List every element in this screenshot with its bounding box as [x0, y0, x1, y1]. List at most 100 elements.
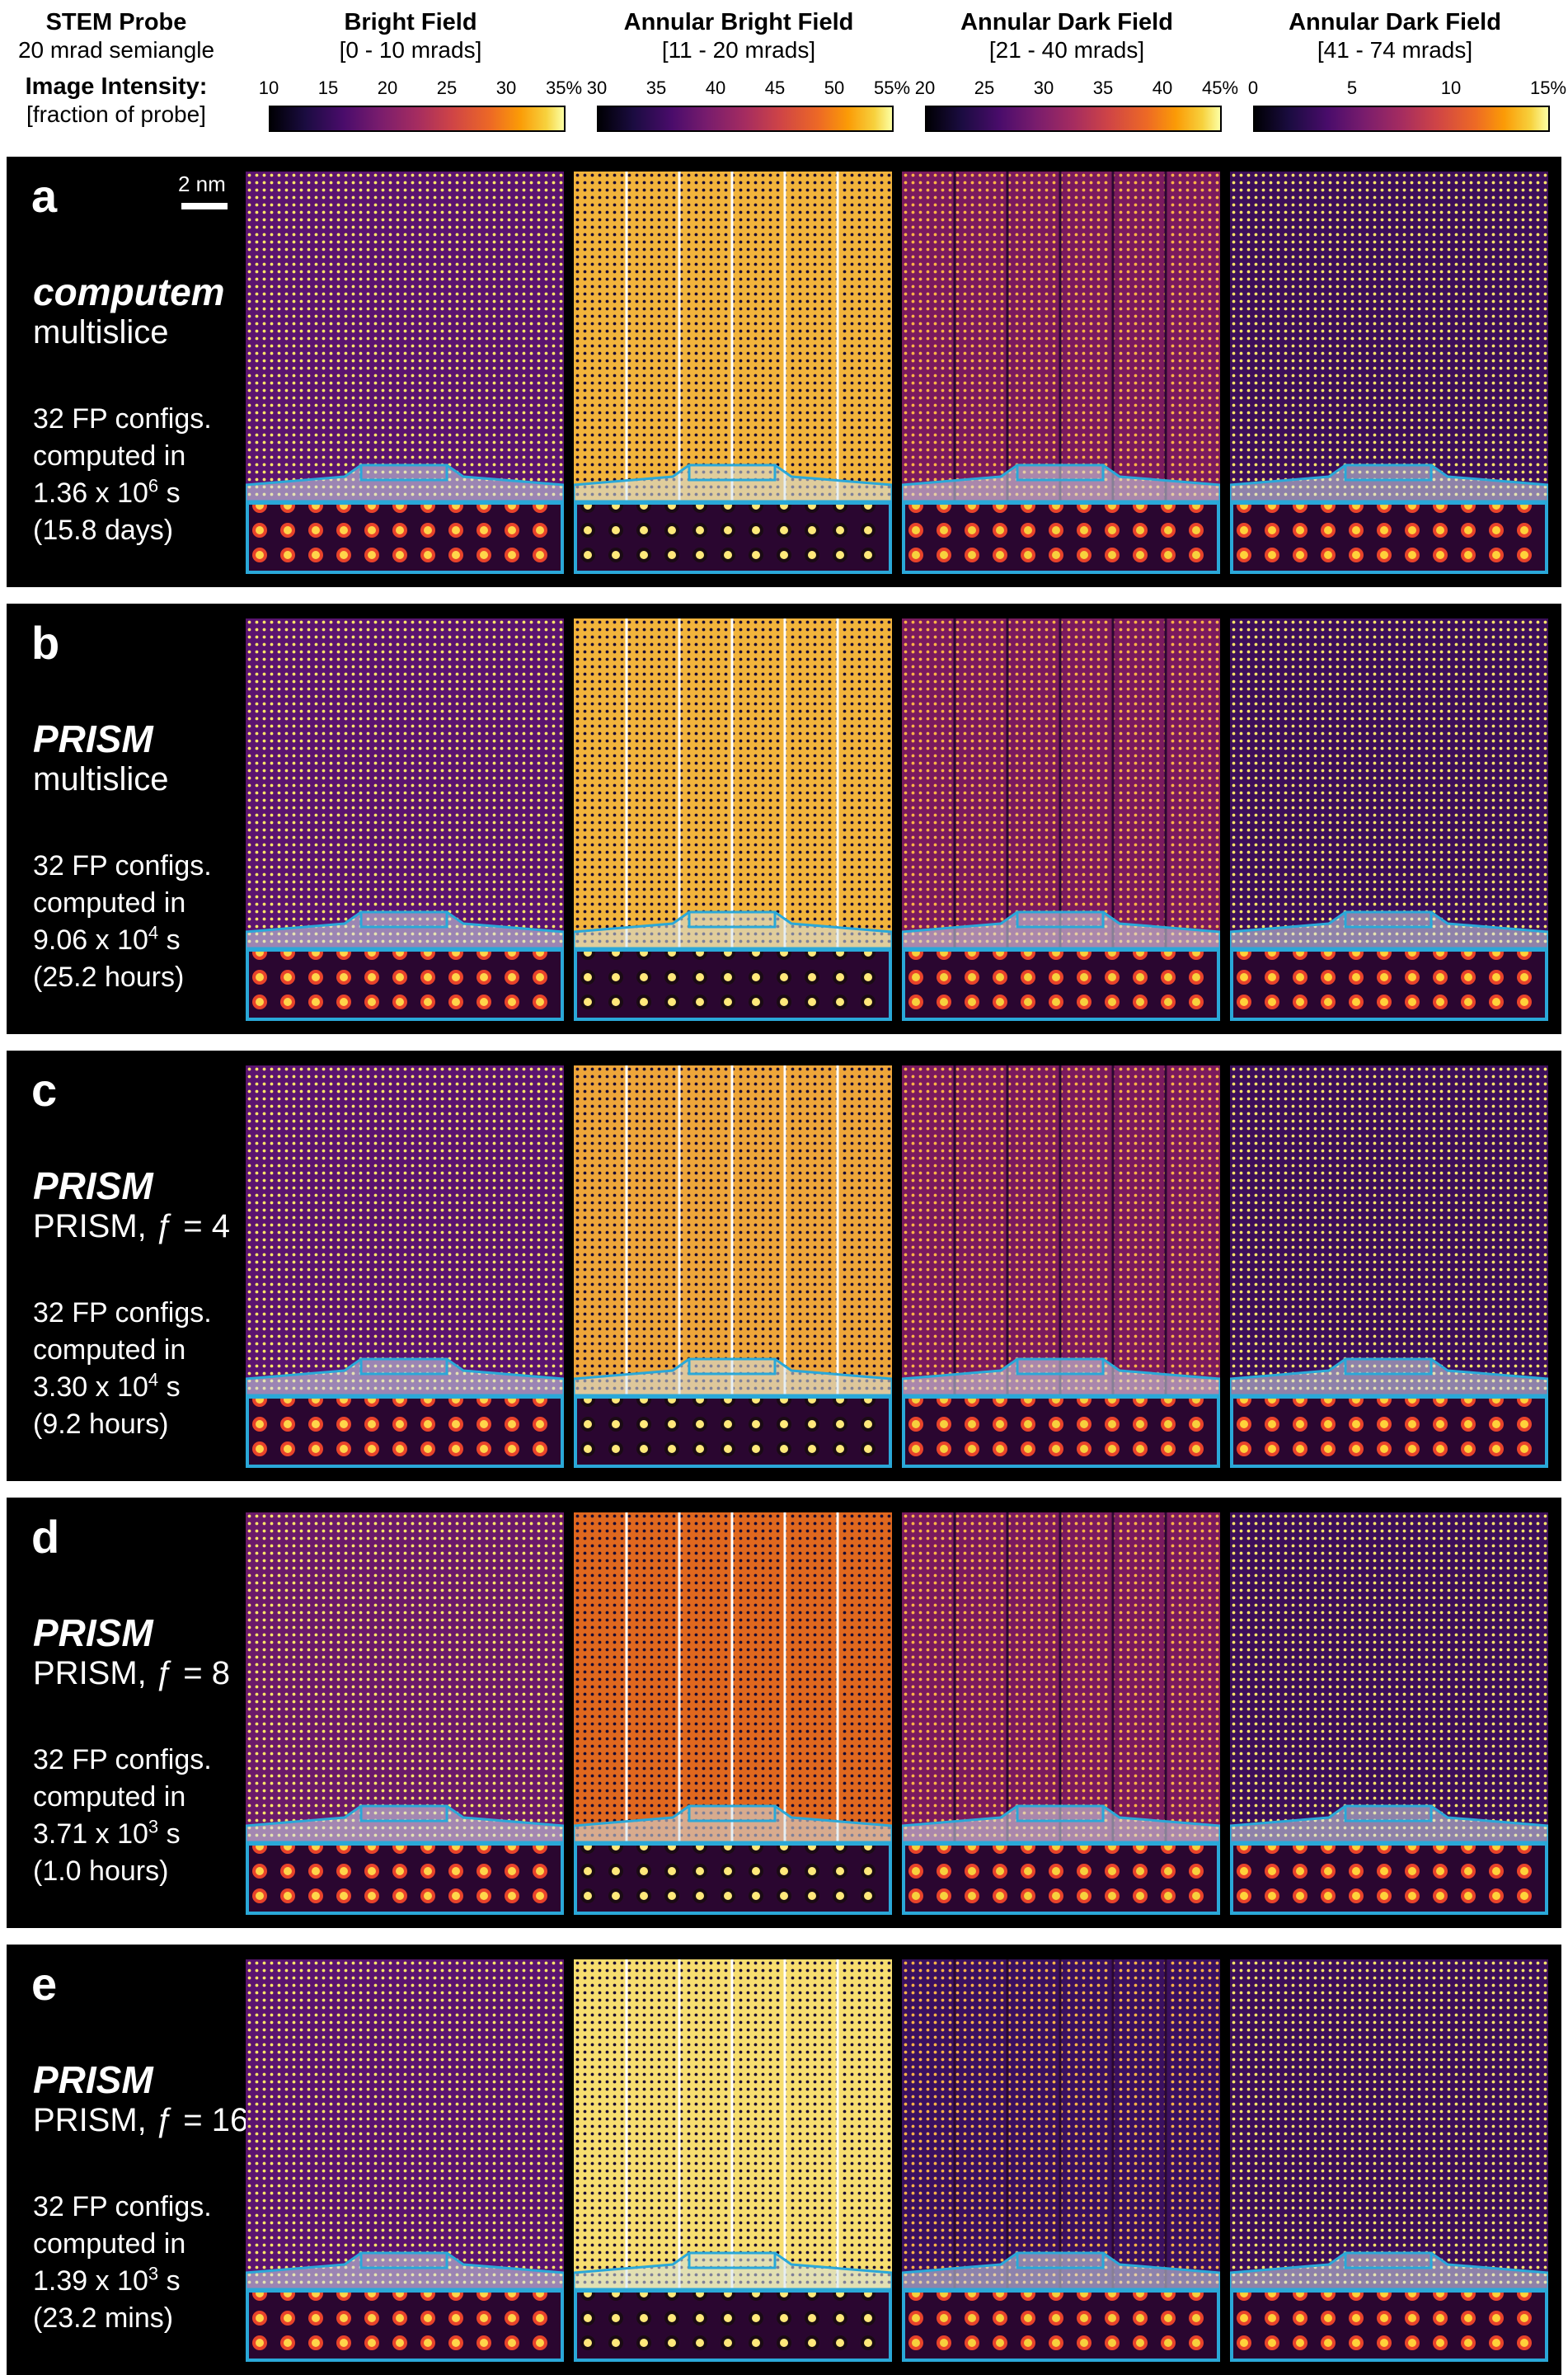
colorbar-tick: 20 [914, 78, 936, 98]
colorbar-adf-inner: 20 25 30 35 40 45% [913, 78, 1243, 143]
timing-value: 9.06 x 104 s [33, 922, 212, 959]
stem-image [1230, 618, 1548, 1021]
duration: (15.8 days) [33, 515, 174, 546]
stem-image-panel [1230, 1065, 1548, 1468]
zoom-inset [902, 1395, 1220, 1468]
timing-line: computed in [33, 1334, 186, 1366]
stem-image [574, 1959, 892, 2362]
zoom-region [359, 463, 448, 482]
colorbar-tick: 25 [436, 78, 458, 98]
column-title: Annular Dark Field [960, 9, 1173, 35]
time-exponent: 3 [148, 2263, 159, 2284]
stem-image-panel [1230, 172, 1548, 574]
panel-letter: a [31, 170, 58, 222]
colorbar-tick: 40 [705, 78, 726, 98]
probe-subtitle: 20 mrad semiangle [17, 37, 215, 63]
colorbar-tick: 10 [258, 78, 279, 98]
duration: (25.2 hours) [33, 962, 185, 993]
zoom-region [1344, 2251, 1433, 2269]
stem-image [902, 1512, 1220, 1915]
zoom-region [688, 1357, 777, 1376]
colorbar-tick: 10 [1440, 78, 1462, 98]
stem-image [246, 1959, 564, 2362]
timing-value: 3.30 x 104 s [33, 1369, 212, 1406]
stem-image [902, 618, 1220, 1021]
zoom-region [1344, 463, 1433, 482]
stem-image-panel [902, 618, 1220, 1021]
zoom-region [359, 1804, 448, 1822]
colorbar-tick: 45% [1201, 78, 1239, 98]
zoom-region [1016, 1804, 1105, 1822]
zoom-region [1344, 1357, 1433, 1376]
column-range: [11 - 20 mrads] [661, 37, 816, 63]
lattice-image [246, 1065, 564, 1395]
colorbar-gradient [1253, 106, 1550, 132]
lattice-image [246, 1512, 564, 1842]
scale-bar-label: 2 nm [178, 172, 226, 196]
time-unit: s [158, 1818, 181, 1850]
stem-image-panel [902, 1512, 1220, 1915]
zoom-inset [574, 501, 892, 574]
figure-header: STEM Probe 20 mrad semiangle Image Inten… [0, 0, 1568, 147]
stem-image [574, 172, 892, 574]
zoom-inset [1230, 1842, 1548, 1915]
colorbar-tick: 35 [1092, 78, 1114, 98]
zoom-inset [902, 501, 1220, 574]
time-unit: s [158, 2265, 181, 2297]
time-base: 1.36 x 10 [33, 477, 148, 509]
stem-image-panel [246, 618, 564, 1021]
time-exponent: 4 [148, 922, 159, 943]
stem-image-panel [574, 1512, 892, 1915]
zoom-inset [246, 1395, 564, 1468]
stem-image [246, 1512, 564, 1915]
lattice-image [246, 618, 564, 948]
stem-image [574, 1065, 892, 1468]
method-mode: PRISM, ƒ = 8 [33, 1655, 230, 1691]
column-range: [41 - 74 mrads] [1317, 37, 1473, 63]
method-mode: multislice [33, 761, 169, 797]
zoom-inset [1230, 948, 1548, 1021]
column-header-abf: Annular Bright Field [11 - 20 mrads] [574, 8, 904, 64]
zoom-region [1016, 1357, 1105, 1376]
lattice-image [1230, 172, 1548, 501]
colorbar-tick: 5 [1346, 78, 1358, 98]
colorbar-tick: 35 [646, 78, 667, 98]
timing-line: computed in [33, 2228, 186, 2260]
method-mode: PRISM, ƒ = 4 [33, 1208, 230, 1244]
stem-image-panel [902, 1065, 1220, 1468]
timing-line: computed in [33, 887, 186, 919]
zoom-inset [574, 1842, 892, 1915]
lattice-image [246, 172, 564, 501]
timing-info: 32 FP configs. computed in 3.71 x 103 s (1.… [33, 1742, 212, 1890]
stem-image [574, 618, 892, 1021]
stem-image-panel [1230, 1512, 1548, 1915]
duration: (1.0 hours) [33, 1855, 169, 1887]
panel-row-b: b PRISM multislice 32 FP configs. computed i… [7, 604, 1561, 1034]
zoom-inset [246, 501, 564, 574]
zoom-region [359, 1357, 448, 1376]
zoom-region [1344, 1804, 1433, 1822]
stem-image-panel [246, 1959, 564, 2362]
timing-line: 32 FP configs. [33, 1744, 212, 1775]
colorbar-tick: 40 [1152, 78, 1173, 98]
column-title: Annular Dark Field [1289, 9, 1501, 35]
colorbar-tick: 0 [1247, 78, 1259, 98]
panel-row-d: d PRISM PRISM, ƒ = 8 32 FP configs. computed… [7, 1498, 1561, 1928]
panel-row-c: c PRISM PRISM, ƒ = 4 32 FP configs. computed… [7, 1051, 1561, 1481]
stem-image-panel [902, 172, 1220, 574]
zoom-inset [1230, 1395, 1548, 1468]
timing-line: computed in [33, 440, 186, 472]
colorbar-tick: 30 [1033, 78, 1054, 98]
zoom-inset [1230, 2289, 1548, 2362]
stem-image [246, 172, 564, 574]
stem-image-panel [246, 1512, 564, 1915]
intensity-subtitle: [fraction of probe] [26, 101, 206, 127]
zoom-inset [1230, 501, 1548, 574]
method-name: computem [33, 270, 225, 313]
method-name: PRISM [33, 1164, 153, 1207]
method-mode: multislice [33, 314, 169, 350]
column-title: Annular Bright Field [623, 9, 854, 35]
lattice-image [1230, 1959, 1548, 2289]
stem-image [1230, 172, 1548, 574]
stem-image-panel [574, 172, 892, 574]
